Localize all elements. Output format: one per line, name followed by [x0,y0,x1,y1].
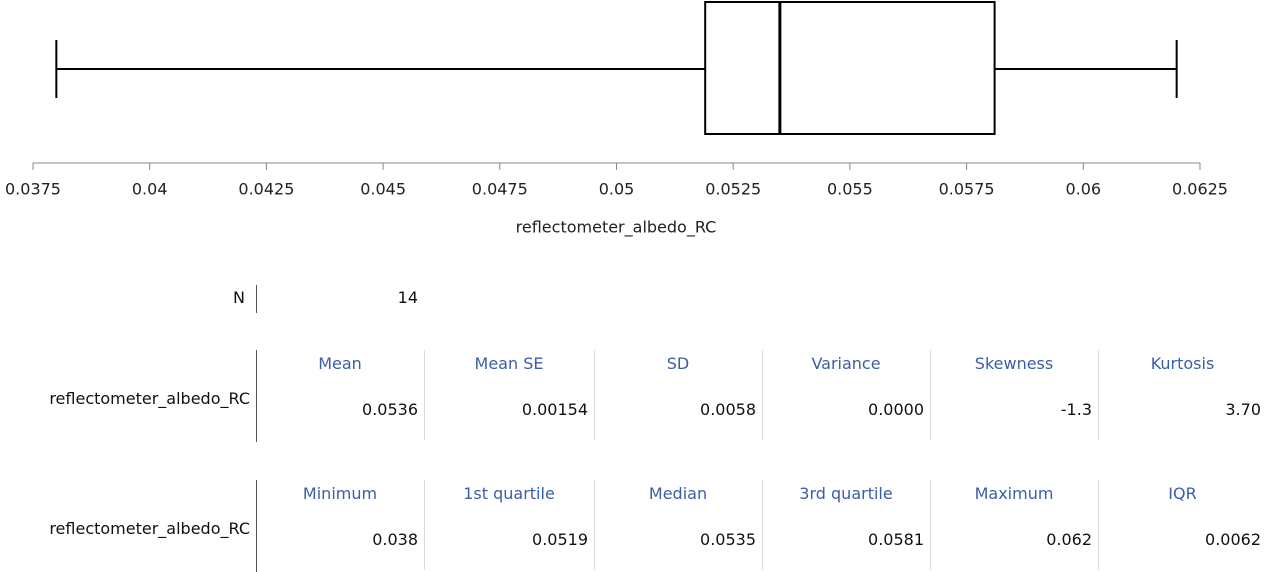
divider [256,480,257,572]
x-axis-label: reflectometer_albedo_RC [516,218,717,238]
n-value: 14 [397,288,418,307]
column-header: Maximum [974,484,1054,503]
column-separator [1098,350,1099,440]
column-header: Skewness [974,354,1054,373]
column-separator [762,350,763,440]
x-tick-label: 0.0425 [238,180,294,199]
column-separator [930,350,931,440]
cell-value: 0.062 [1046,530,1092,549]
x-tick-label: 0.05 [599,180,635,199]
x-tick-label: 0.0625 [1172,180,1228,199]
column-header: SD [666,354,690,373]
column-header: 3rd quartile [799,484,893,503]
divider [256,350,257,442]
column-header: Minimum [302,484,378,503]
x-tick-label: 0.04 [132,180,168,199]
cell-value: 0.0058 [700,400,756,419]
x-tick-label: 0.0375 [5,180,61,199]
divider [256,285,257,313]
column-separator [424,350,425,440]
x-tick-label: 0.0575 [939,180,995,199]
row-label: reflectometer_albedo_RC [49,519,250,538]
x-tick-label: 0.06 [1065,180,1101,199]
cell-value: 3.70 [1225,400,1261,419]
row-label: reflectometer_albedo_RC [49,389,250,408]
cell-value: 0.038 [372,530,418,549]
cell-value: 0.0519 [532,530,588,549]
column-header: Kurtosis [1150,354,1215,373]
column-separator [930,480,931,570]
n-label: N [233,288,245,307]
cell-value: 0.0536 [362,400,418,419]
column-header: Mean SE [474,354,544,373]
column-separator [594,350,595,440]
column-separator [424,480,425,570]
column-header: Median [648,484,708,503]
cell-value: -1.3 [1060,400,1092,419]
cell-value: 0.0581 [868,530,924,549]
x-tick-label: 0.0525 [705,180,761,199]
column-header: IQR [1168,484,1197,503]
column-separator [594,480,595,570]
box [704,1,996,135]
cell-value: 0.0535 [700,530,756,549]
cell-value: 0.00154 [521,400,588,419]
cell-value: 0.0000 [868,400,924,419]
column-header: Mean [318,354,362,373]
x-tick-label: 0.045 [360,180,406,199]
column-header: Variance [811,354,881,373]
cell-value: 0.0062 [1205,530,1261,549]
column-header: 1st quartile [463,484,555,503]
x-tick-label: 0.055 [827,180,873,199]
box-plot: reflectometer_albedo_RC 0.0375 0.04 0.0425… [5,1,1228,238]
column-separator [762,480,763,570]
x-tick-label: 0.0475 [472,180,528,199]
column-separator [1098,480,1099,570]
